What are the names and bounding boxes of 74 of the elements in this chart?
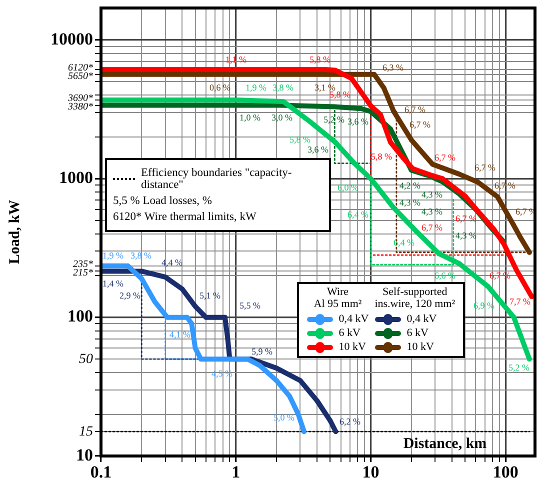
annotation: 4,2 % (400, 180, 421, 190)
annotation: 6,7 % (456, 213, 477, 224)
annotation: 7,7 % (510, 296, 531, 306)
y-tick-label: 15 (79, 424, 93, 440)
annotation: 1,1 % (226, 54, 247, 64)
annotation: 5,5 % (240, 300, 261, 310)
annotation: 6,7 % (494, 180, 516, 190)
y-tick-label: 50 (79, 352, 93, 367)
y-tick-label: 6120* (68, 62, 93, 74)
y-tick-label: 235* (73, 258, 93, 270)
annotation: 4,3 % (422, 189, 443, 200)
annotation: 5,5 % Load losses, % (113, 195, 212, 207)
annotation: 6,7 % (474, 162, 496, 172)
annotation: 6,4 % (348, 209, 369, 220)
y-tick-label: 100 (68, 306, 93, 326)
annotation: 5,1 % (200, 290, 221, 300)
annotation: 6,7 % (422, 222, 443, 232)
annotation: 1,9 % (102, 250, 124, 260)
y-tick-label: 5650* (68, 70, 93, 82)
annotation: 3,8 % (272, 82, 294, 92)
annotation: 0,6 % (210, 82, 231, 92)
x-tick-label: 1 (232, 462, 240, 482)
annotation: 6,2 % (340, 416, 361, 426)
x-tick-label: 100 (492, 462, 518, 482)
note-card: Efficiency boundaries "capacity-distance" 5,5 % Load losses, % 6120* Wire thermal limits, kW (105, 158, 331, 232)
annotation: 5,2 % (324, 114, 345, 124)
y-axis-title: Load, kW (6, 200, 23, 264)
legend-label: 0,4 kV (406, 313, 437, 326)
legend-label: 10 kV (338, 341, 366, 354)
annotation: 6,9 % (474, 300, 495, 310)
annotation: 1,0 % (240, 112, 261, 122)
annotation: 5,8 % (310, 54, 331, 64)
annotation: 5,2 % (508, 362, 530, 372)
legend-label: 6 kV (338, 327, 360, 340)
x-axis-title: Distance, km (403, 436, 488, 452)
annotation: 4,3 % (456, 230, 477, 240)
y-tick-label: 3380* (67, 102, 93, 113)
annotation: 3,1 % (314, 82, 336, 92)
x-tick-label: 10 (362, 462, 380, 482)
annotation: 4,4 % (162, 257, 183, 268)
annotation: 6,7 % (434, 152, 456, 162)
y-tick-label: 10000 (50, 29, 93, 48)
annotation: 4,3 % (400, 197, 421, 208)
annotation: 5,8 % (290, 134, 311, 144)
annotation: 3,8 % (130, 250, 152, 260)
annotation: Efficiency boundaries "capacity-distance" (141, 167, 293, 191)
y-tick-label: 215* (73, 267, 93, 278)
annotation: 2,9 % (120, 290, 141, 300)
y-tick-label: 10 (76, 445, 93, 464)
annotation: 5,0 % (274, 412, 295, 422)
annotation: 6,7 % (404, 104, 426, 114)
annotation: 6,7 % (410, 119, 431, 130)
annotation: 3,6 % (308, 144, 329, 154)
annotation: 5,9 % (252, 346, 273, 356)
annotation: 6,6 % (434, 270, 456, 280)
annotation: 6,0 % (338, 182, 359, 192)
annotation: 3,6 % (348, 116, 369, 126)
annotation: Self-supported ins.wire, 120 mm² (374, 286, 456, 312)
annotation: 4,1 % (170, 329, 191, 340)
annotation: 4,3 % (422, 206, 443, 216)
annotation: 6120* Wire thermal limits, kW (113, 211, 256, 223)
legend-label: 0,4 kV (338, 313, 369, 326)
legend-label: 10 kV (406, 341, 434, 354)
annotation: 6,7 % (490, 270, 511, 280)
legend-label: 6 kV (406, 327, 428, 340)
annotation: 6,3 % (382, 62, 404, 72)
x-tick-label: 0.1 (90, 462, 112, 482)
annotation: Wire Al 95 mm² (312, 286, 363, 312)
annotation: 1,4 % (102, 278, 124, 288)
y-tick-label: 1000 (59, 168, 93, 188)
annotation: 3,0 % (272, 112, 293, 122)
annotation: 6,4 % (394, 237, 415, 248)
annotation: 5,8 % (371, 151, 392, 162)
annotation: 1,9 % (246, 82, 267, 92)
